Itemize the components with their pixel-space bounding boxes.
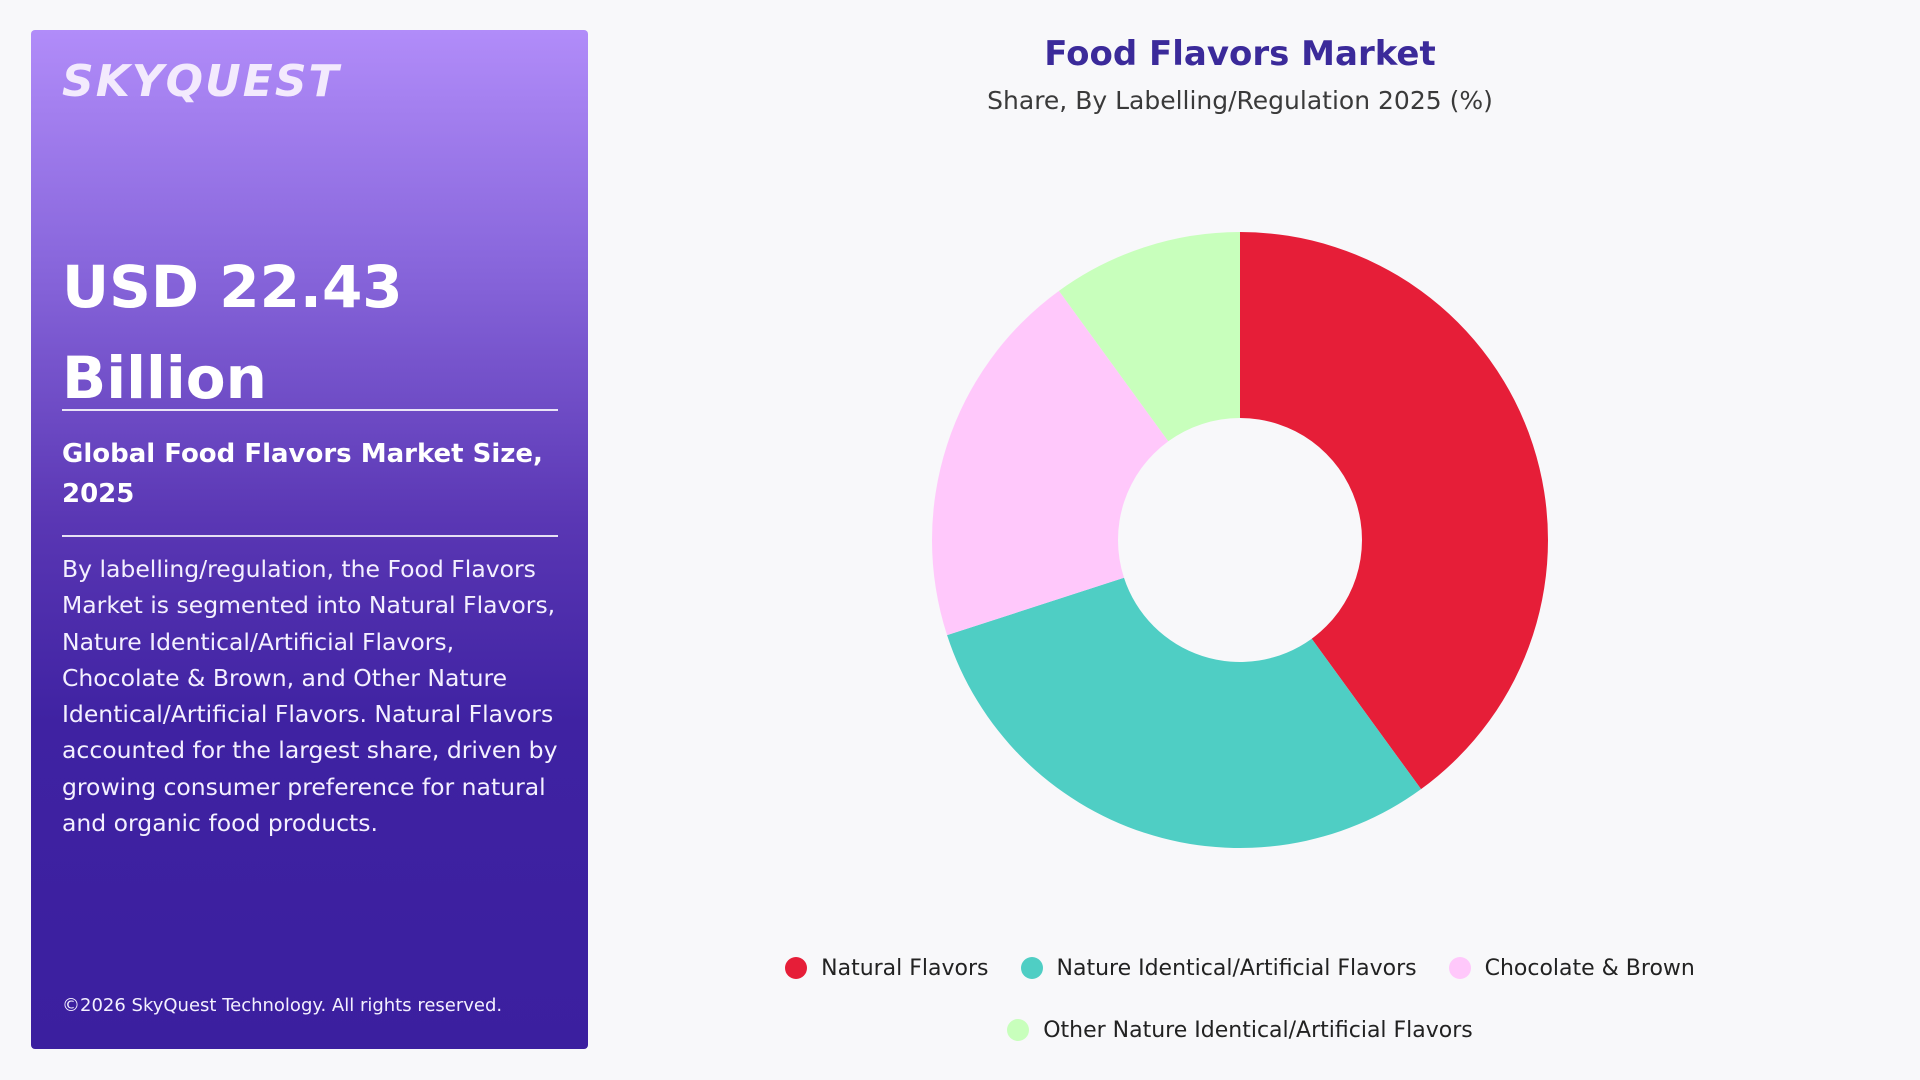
skyquest-logo: SKYQUEST bbox=[62, 56, 341, 107]
legend-item-nature-identical-artificial-flavors[interactable]: Nature Identical/Artificial Flavors bbox=[1020, 955, 1417, 981]
legend-swatch bbox=[1020, 957, 1043, 979]
chart-title: Food Flavors Market bbox=[1044, 34, 1436, 74]
donut-slice-chocolate-brown[interactable] bbox=[932, 290, 1169, 636]
legend-label: Chocolate & Brown bbox=[1484, 955, 1695, 981]
legend-swatch bbox=[785, 957, 808, 979]
legend-item-natural-flavors[interactable]: Natural Flavors bbox=[785, 955, 989, 981]
legend-swatch bbox=[1007, 1019, 1030, 1041]
chart-legend: Natural Flavors Nature Identical/Artifici… bbox=[760, 955, 1720, 1043]
donut-slice-other-nature-identical-artificial-flavors[interactable] bbox=[1058, 232, 1240, 442]
legend-item-chocolate-brown[interactable]: Chocolate & Brown bbox=[1448, 955, 1695, 981]
legend-item-other-nature-identical-artificial-flavors[interactable]: Other Nature Identical/Artificial Flavor… bbox=[1007, 1017, 1473, 1043]
chart-subtitle: Share, By Labelling/Regulation 2025 (%) bbox=[987, 86, 1493, 115]
copyright-notice: ©2026 SkyQuest Technology. All rights re… bbox=[62, 995, 503, 1016]
summary-panel: SKYQUEST USD 22.43 Billion Global Food F… bbox=[31, 30, 588, 1049]
market-size-value: USD 22.43 Billion bbox=[62, 242, 562, 424]
segment-description: By labelling/regulation, the Food Flavor… bbox=[62, 555, 558, 838]
legend-label: Nature Identical/Artificial Flavors bbox=[1056, 955, 1417, 981]
market-size-caption: Global Food Flavors Market Size, 2025 bbox=[62, 439, 543, 509]
donut-slice-natural-flavors[interactable] bbox=[1240, 232, 1548, 790]
donut-slice-nature-identical-artificial-flavors[interactable] bbox=[947, 577, 1422, 848]
market-size-amount: USD 22.43 bbox=[62, 253, 403, 321]
legend-swatch bbox=[1448, 957, 1471, 979]
donut-chart bbox=[932, 232, 1548, 848]
divider-top bbox=[62, 409, 558, 411]
market-size-unit: Billion bbox=[62, 344, 267, 412]
legend-label: Other Nature Identical/Artificial Flavor… bbox=[1043, 1017, 1473, 1043]
legend-label: Natural Flavors bbox=[821, 955, 989, 981]
divider-bottom bbox=[62, 535, 558, 537]
